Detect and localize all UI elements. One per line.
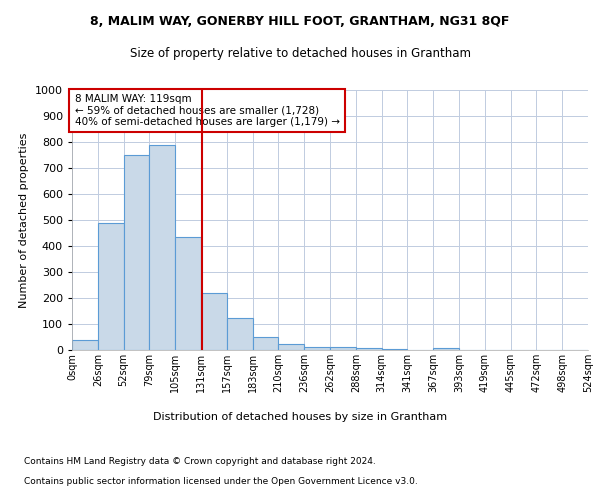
Bar	[304, 347, 330, 350]
Bar	[72, 340, 98, 350]
Bar	[98, 222, 124, 350]
Bar	[330, 348, 356, 350]
Text: Distribution of detached houses by size in Grantham: Distribution of detached houses by size …	[153, 412, 447, 422]
Bar	[149, 144, 175, 350]
Y-axis label: Number of detached properties: Number of detached properties	[19, 132, 29, 308]
Bar	[278, 344, 304, 350]
Bar	[356, 348, 382, 350]
Bar	[382, 348, 407, 350]
Bar	[175, 237, 201, 350]
Text: Size of property relative to detached houses in Grantham: Size of property relative to detached ho…	[130, 48, 470, 60]
Bar	[433, 348, 459, 350]
Text: Contains public sector information licensed under the Open Government Licence v3: Contains public sector information licen…	[24, 478, 418, 486]
Text: 8 MALIM WAY: 119sqm
← 59% of detached houses are smaller (1,728)
40% of semi-det: 8 MALIM WAY: 119sqm ← 59% of detached ho…	[74, 94, 340, 127]
Bar	[201, 293, 227, 350]
Bar	[227, 318, 253, 350]
Text: Contains HM Land Registry data © Crown copyright and database right 2024.: Contains HM Land Registry data © Crown c…	[24, 458, 376, 466]
Bar	[253, 337, 278, 350]
Text: 8, MALIM WAY, GONERBY HILL FOOT, GRANTHAM, NG31 8QF: 8, MALIM WAY, GONERBY HILL FOOT, GRANTHA…	[91, 15, 509, 28]
Bar	[124, 155, 149, 350]
